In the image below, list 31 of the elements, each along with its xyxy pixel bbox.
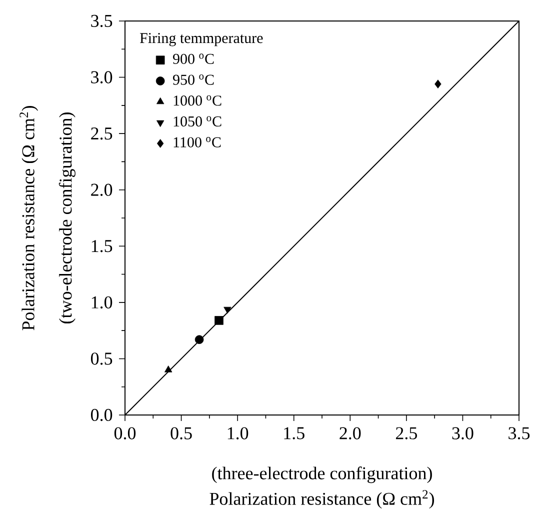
point	[224, 306, 232, 314]
y-tick-label: 0.5	[90, 352, 112, 365]
y-tick-label: 2.5	[91, 127, 112, 140]
y-tick-label: 3.0	[91, 71, 112, 84]
x-tick-label: 1.5	[284, 427, 304, 440]
legend-label: 950 $^{o}$C	[173, 74, 214, 85]
legend-title: Firing temmperature	[140, 33, 263, 46]
text: (three-electrode configuration)	[212, 466, 432, 484]
point	[164, 366, 172, 372]
legend-label: 900 $^{o}$C	[173, 54, 214, 64]
x-axis-title: Polarization resistance (Ω cm$^{2}$)	[210, 490, 434, 509]
text: (two-electrode configuration)	[58, 112, 76, 324]
point	[434, 80, 442, 88]
x-tick-label: 1.0	[228, 427, 248, 440]
legend-label: 1050 $^{o}$C	[174, 116, 222, 126]
legend-label: 1100 $^{o}$C	[174, 137, 221, 148]
point	[194, 335, 204, 344]
y-tick-label: 1.5	[92, 240, 112, 252]
x-tick-label: 3.0	[452, 427, 474, 440]
y-axis-title: Polarization resistance (Ω cm$^{2}$)	[20, 106, 38, 330]
point	[214, 316, 224, 325]
legend-label: 1000 $^{o}$C	[174, 95, 222, 106]
x-tick-label: 2.0	[340, 427, 361, 440]
y-tick-label: 3.5	[91, 14, 112, 28]
y-tick-label: 2.0	[91, 184, 112, 196]
x-tick-label: 0.5	[170, 427, 192, 440]
x-tick-label: 2.5	[396, 427, 417, 440]
x-tick-label: 0.0	[114, 427, 136, 440]
x-tick-label: 3.5	[508, 427, 530, 440]
y-tick-label: 0.0	[90, 408, 112, 422]
y-tick-label: 1.0	[92, 296, 112, 309]
